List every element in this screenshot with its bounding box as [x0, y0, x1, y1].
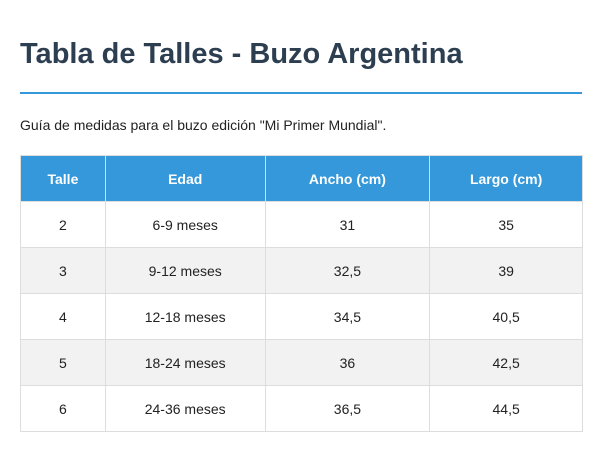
- table-row: 5 18-24 meses 36 42,5: [20, 339, 583, 386]
- table-cell: 4: [20, 293, 106, 340]
- header-row: Talle Edad Ancho (cm) Largo (cm): [20, 155, 583, 202]
- title-rule: [20, 92, 582, 94]
- table-cell: 6-9 meses: [104, 201, 266, 248]
- table-cell: 42,5: [429, 339, 583, 386]
- table-cell: 24-36 meses: [104, 385, 266, 432]
- table-body: 2 6-9 meses 31 35 3 9-12 meses 32,5 39 4 12-18 me…: [20, 201, 583, 432]
- column-header: Largo (cm): [429, 155, 583, 202]
- table-cell: 31: [264, 201, 431, 248]
- table-cell: 12-18 meses: [104, 293, 266, 340]
- table-header: Talle Edad Ancho (cm) Largo (cm): [20, 155, 583, 202]
- column-header: Edad: [104, 155, 266, 202]
- table-cell: 36,5: [264, 385, 431, 432]
- table-row: 6 24-36 meses 36,5 44,5: [20, 385, 583, 432]
- table-cell: 34,5: [264, 293, 431, 340]
- column-header: Talle: [20, 155, 106, 202]
- table-cell: 40,5: [429, 293, 583, 340]
- description: Guía de medidas para el buzo edición "Mi…: [20, 117, 387, 133]
- table-cell: 3: [20, 247, 106, 294]
- table-row: 4 12-18 meses 34,5 40,5: [20, 293, 583, 340]
- column-header: Ancho (cm): [264, 155, 431, 202]
- table-cell: 32,5: [264, 247, 431, 294]
- table-row: 3 9-12 meses 32,5 39: [20, 247, 583, 294]
- table-cell: 5: [20, 339, 106, 386]
- table-cell: 9-12 meses: [104, 247, 266, 294]
- page-title: Tabla de Talles - Buzo Argentina: [20, 38, 463, 70]
- size-table: Talle Edad Ancho (cm) Largo (cm) 2 6-9 meses…: [20, 155, 583, 432]
- table-cell: 18-24 meses: [104, 339, 266, 386]
- table-cell: 35: [429, 201, 583, 248]
- table-cell: 2: [20, 201, 106, 248]
- table-cell: 39: [429, 247, 583, 294]
- table-row: 2 6-9 meses 31 35: [20, 201, 583, 248]
- table-cell: 6: [20, 385, 106, 432]
- table-cell: 44,5: [429, 385, 583, 432]
- table-cell: 36: [264, 339, 431, 386]
